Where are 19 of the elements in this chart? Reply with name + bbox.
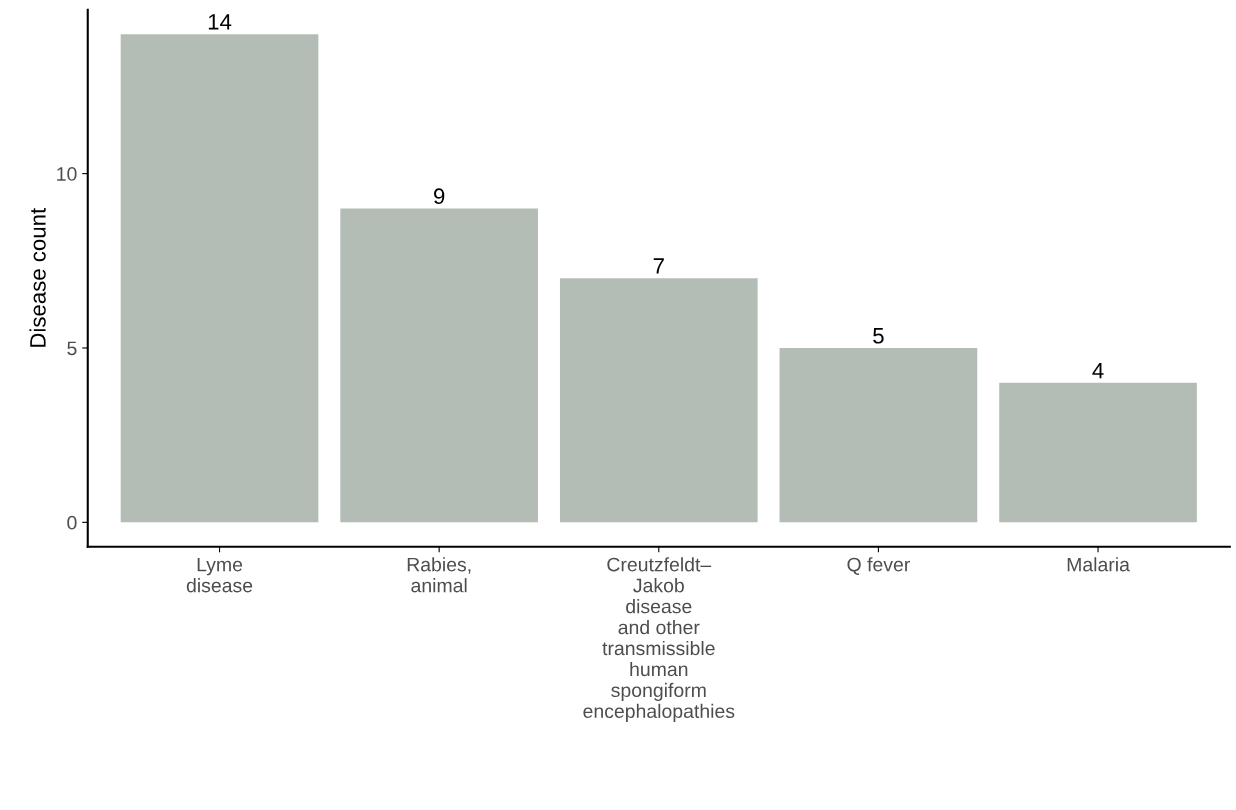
bar xyxy=(999,382,1197,523)
x-tick-label: Malaria xyxy=(1067,557,1130,572)
bar xyxy=(779,347,978,523)
bar xyxy=(559,278,758,523)
data-label: 5 xyxy=(873,328,884,344)
bar xyxy=(340,208,538,523)
bar xyxy=(120,34,319,523)
data-label: 4 xyxy=(1092,362,1104,379)
x-tick-label: Lyme disease xyxy=(186,557,253,593)
data-label: 7 xyxy=(653,258,664,274)
data-label: 14 xyxy=(208,14,232,30)
y-axis-title: Disease count xyxy=(29,207,46,347)
y-tick-label: 0 xyxy=(67,515,77,530)
data-label: 9 xyxy=(434,188,445,205)
y-tick-label: 5 xyxy=(67,341,77,356)
x-tick-label: Rabies, animal xyxy=(407,557,471,593)
x-tick-label: Creutzfeldt– Jakob disease and other transmissible human spongiform encephalopathies xyxy=(583,557,735,722)
y-tick-label: 10 xyxy=(57,167,77,181)
x-tick-label: Q fever xyxy=(847,557,910,575)
